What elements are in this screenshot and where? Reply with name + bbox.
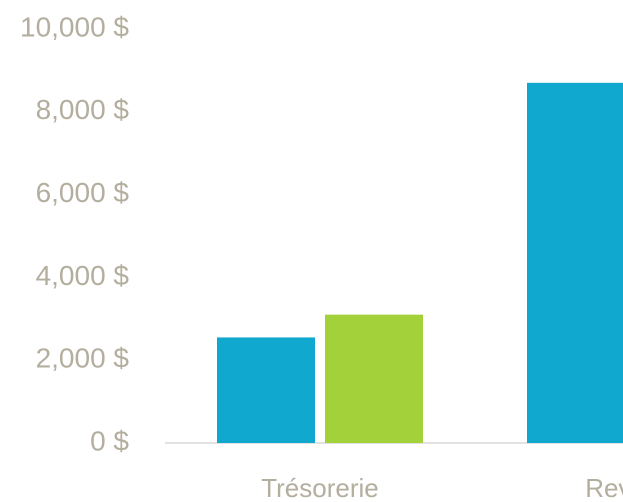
x-tick-label: Trésorerie — [261, 473, 379, 502]
bar — [217, 337, 315, 443]
y-tick-label: 10,000 $ — [20, 11, 129, 42]
bar — [527, 82, 623, 443]
y-tick-label: 8,000 $ — [36, 94, 130, 125]
y-tick-label: 4,000 $ — [36, 260, 130, 291]
y-tick-label: 0 $ — [90, 425, 129, 456]
y-tick-label: 2,000 $ — [36, 343, 130, 374]
x-tick-label: Revenu — [585, 473, 623, 502]
bar — [325, 314, 423, 443]
y-tick-label: 6,000 $ — [36, 177, 130, 208]
